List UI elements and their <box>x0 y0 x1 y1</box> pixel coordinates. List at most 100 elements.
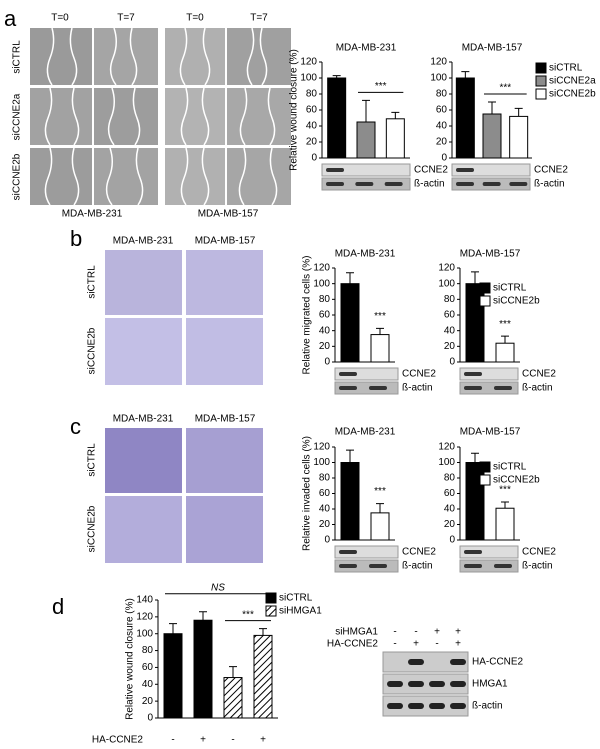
error-bar <box>259 628 267 636</box>
blot-band <box>326 182 344 186</box>
bar <box>193 619 213 719</box>
bar <box>253 634 273 719</box>
y-tick-label: 80 <box>444 473 456 484</box>
blot-band <box>456 182 474 186</box>
legend-swatch <box>479 295 491 307</box>
y-tick-label: 0 <box>147 713 153 724</box>
annotation: *** <box>374 311 386 322</box>
y-tick-label: 60 <box>319 488 331 499</box>
y-tick-label: 80 <box>319 473 331 484</box>
x-tick-label: - <box>171 735 174 746</box>
error-bar <box>346 272 354 284</box>
y-tick-label: 80 <box>444 294 456 305</box>
blot <box>321 163 411 177</box>
bar <box>370 512 390 541</box>
blot-band <box>429 681 445 687</box>
legend-label: siCTRL <box>493 283 527 294</box>
blot-label: HA-CCNE2 <box>472 657 524 668</box>
blot-label: ß-actin <box>414 179 445 190</box>
blot-sign: - <box>435 639 438 650</box>
blot-band <box>355 182 374 186</box>
y-tick-label: 40 <box>319 325 331 336</box>
column-label: MDA-MB-157 <box>195 236 256 247</box>
blot-label: ß-actin <box>522 561 553 572</box>
blot-row-label: siHMGA1 <box>335 627 378 638</box>
blot-label: ß-actin <box>522 383 553 394</box>
row-label: siCCNE2b <box>87 327 98 374</box>
annotation: *** <box>499 83 511 94</box>
blot <box>334 545 399 559</box>
y-tick-label: 80 <box>306 89 318 100</box>
column-label: MDA-MB-231 <box>113 236 174 247</box>
blot-label: ß-actin <box>402 561 433 572</box>
chart-title: MDA-MB-157 <box>462 43 523 54</box>
bar <box>385 118 405 159</box>
error-bar <box>332 75 341 78</box>
annotation: *** <box>374 486 386 497</box>
y-axis-label: Relative migrated cells (%) <box>302 256 313 375</box>
blot-band <box>494 386 512 390</box>
y-tick-label: 20 <box>444 341 456 352</box>
bar <box>356 121 376 159</box>
blot-label: ß-actin <box>534 179 565 190</box>
legend-label: siCCNE2b <box>493 475 540 486</box>
y-tick-label: 100 <box>313 278 330 289</box>
bar <box>327 77 347 159</box>
blot-band <box>339 386 357 390</box>
x-tick-label: - <box>231 735 234 746</box>
blot-sign: + <box>413 639 419 650</box>
legend-label: siCCNE2b <box>549 89 596 100</box>
column-label: T=0 <box>51 13 69 24</box>
error-bar <box>376 327 384 335</box>
error-bar <box>169 623 177 634</box>
y-tick-label: 20 <box>444 519 456 530</box>
panel-label: b <box>70 226 82 251</box>
y-tick-label: 20 <box>319 341 331 352</box>
y-tick-label: 20 <box>319 519 331 530</box>
y-tick-label: 120 <box>300 57 317 68</box>
legend-swatch <box>535 62 547 74</box>
blot-sign: + <box>455 627 461 638</box>
blot-band <box>429 703 445 709</box>
error-bar <box>471 271 479 284</box>
row-label: siCTRL <box>87 265 98 299</box>
y-axis-label: Relative invaded cells (%) <box>302 436 313 551</box>
y-tick-label: 0 <box>324 535 330 546</box>
blot <box>459 381 519 395</box>
legend-label: siCTRL <box>279 593 313 604</box>
annotation: NS <box>211 582 225 593</box>
legend-swatch <box>479 474 491 486</box>
y-tick-label: 100 <box>430 73 447 84</box>
column-label: T=7 <box>250 13 268 24</box>
bar <box>455 77 475 159</box>
blot-band <box>464 386 482 390</box>
y-tick-label: 100 <box>300 73 317 84</box>
legend-label: siCTRL <box>493 462 527 473</box>
legend-label: siHMGA1 <box>279 606 322 617</box>
blot <box>334 381 399 395</box>
blot-label: CCNE2 <box>402 547 436 558</box>
column-label: MDA-MB-231 <box>113 414 174 425</box>
y-tick-label: 60 <box>142 662 154 673</box>
y-tick-label: 20 <box>436 137 448 148</box>
blot-band <box>369 564 387 568</box>
blot-label: CCNE2 <box>534 165 568 176</box>
blot-sign: - <box>393 627 396 638</box>
bar <box>495 507 515 541</box>
error-bar <box>501 335 509 344</box>
error-bar <box>376 503 384 513</box>
blot-band <box>494 564 512 568</box>
y-tick-label: 140 <box>136 595 153 606</box>
y-tick-label: 0 <box>311 153 317 164</box>
x-axis-label: HA-CCNE2 <box>92 735 144 746</box>
bar <box>163 633 183 719</box>
bar <box>482 113 502 159</box>
error-bar <box>501 501 509 509</box>
y-tick-label: 100 <box>313 457 330 468</box>
y-tick-label: 120 <box>430 57 447 68</box>
bar <box>509 115 529 159</box>
error-bar <box>199 611 207 621</box>
blot-sign: + <box>434 627 440 638</box>
blot-band <box>408 703 424 709</box>
